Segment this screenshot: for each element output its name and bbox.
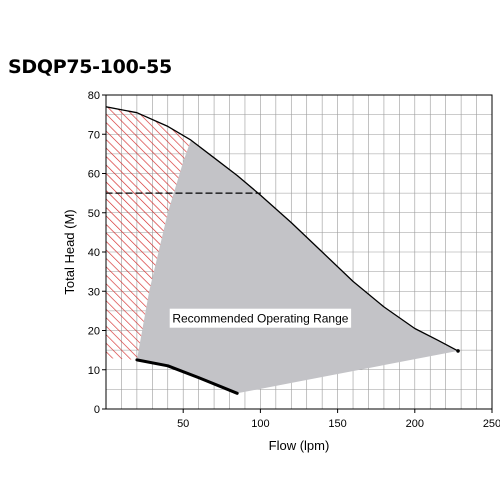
region-labels: Recommended Operating Range [169, 308, 352, 328]
x-axis-label: Flow (lpm) [269, 438, 330, 453]
chart-title: SDQP75-100-55 [8, 56, 172, 78]
y-tick-label: 70 [88, 129, 100, 141]
y-axis-label: Total Head (M) [62, 209, 77, 294]
y-tick-label: 60 [88, 169, 100, 181]
low-flow-limit-line [135, 358, 239, 395]
y-tick-label: 10 [88, 365, 100, 377]
pump-curve-line [106, 106, 459, 352]
pump-curve-end-point [456, 349, 460, 353]
not-recommended-region [106, 106, 191, 360]
y-axis: 0 10 20 30 40 50 60 70 80 [88, 90, 106, 416]
y-tick-label: 0 [94, 404, 100, 416]
recommended-range-label-background [169, 308, 352, 328]
y-tick-label: 20 [88, 326, 100, 338]
x-tick-label: 250 [483, 418, 500, 430]
recommended-range-region [136, 140, 458, 394]
y-tick-label: 80 [88, 90, 100, 102]
x-tick-label: 100 [251, 418, 269, 430]
x-axis: 50 100 150 200 250 [177, 409, 500, 430]
regions [106, 106, 458, 394]
recommended-range-label: Recommended Operating Range [172, 312, 348, 326]
x-tick-label: 150 [328, 418, 346, 430]
x-tick-label: 200 [406, 418, 424, 430]
y-tick-label: 30 [88, 286, 100, 298]
series [106, 106, 460, 395]
x-tick-label: 50 [177, 418, 189, 430]
y-tick-label: 50 [88, 208, 100, 220]
y-tick-label: 40 [88, 247, 100, 259]
